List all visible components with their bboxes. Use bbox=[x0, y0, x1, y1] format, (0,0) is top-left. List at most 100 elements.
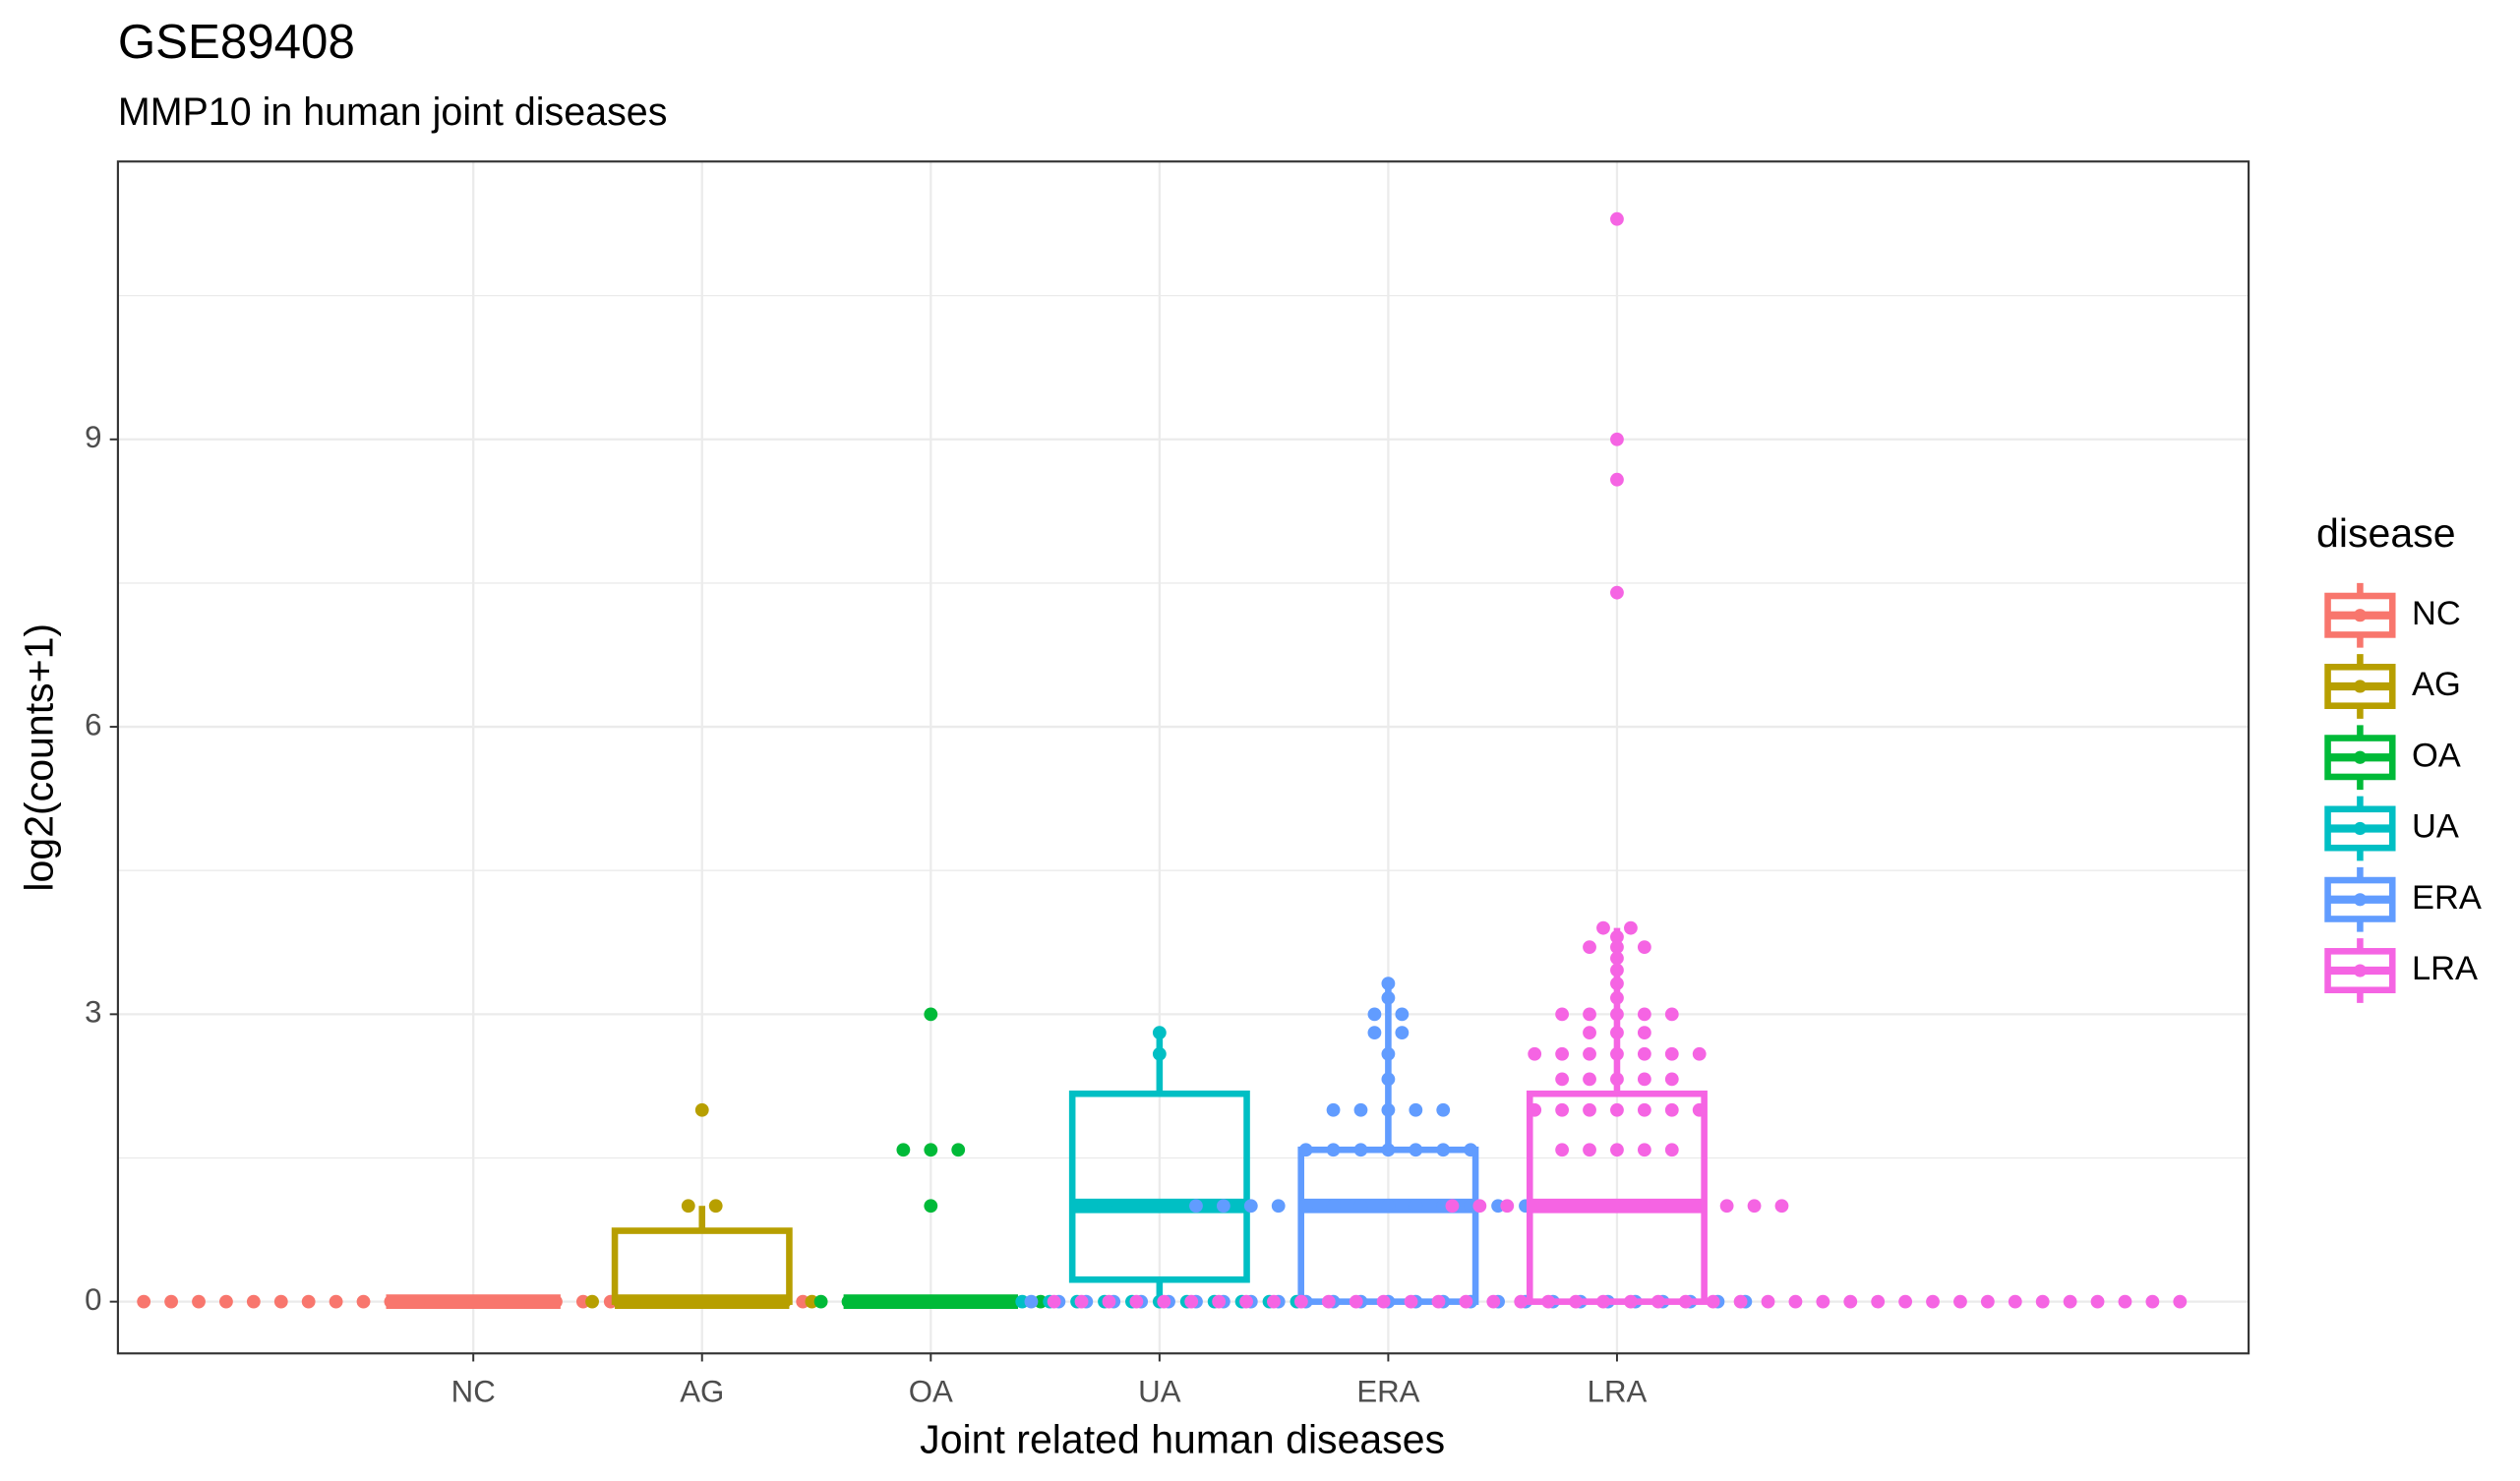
dot bbox=[1583, 1199, 1596, 1214]
dot bbox=[1459, 1294, 1473, 1309]
dot bbox=[1152, 1046, 1167, 1061]
dot bbox=[1486, 1294, 1501, 1309]
dot bbox=[2118, 1294, 2132, 1309]
dot bbox=[1583, 1007, 1596, 1022]
dot bbox=[301, 1294, 316, 1309]
x-axis-title: Joint related human diseases bbox=[920, 1416, 1445, 1461]
dot bbox=[1472, 1199, 1487, 1214]
dot bbox=[1381, 1072, 1396, 1087]
dot bbox=[1733, 1294, 1748, 1309]
dot bbox=[1298, 1199, 1313, 1214]
dot bbox=[1353, 1102, 1368, 1117]
dot bbox=[1514, 1294, 1529, 1309]
dot bbox=[1980, 1294, 1995, 1309]
dot bbox=[1816, 1294, 1830, 1309]
dot bbox=[1926, 1294, 1940, 1309]
dot bbox=[1788, 1294, 1803, 1309]
dot bbox=[1610, 977, 1624, 991]
dot bbox=[681, 1199, 695, 1214]
dot bbox=[1637, 1102, 1651, 1117]
dot bbox=[1596, 1294, 1610, 1309]
dot bbox=[841, 1294, 856, 1309]
x-tick-label: UA bbox=[1138, 1375, 1181, 1409]
dot bbox=[1637, 940, 1651, 955]
dot bbox=[1692, 1046, 1707, 1061]
dot bbox=[1953, 1294, 1967, 1309]
dot bbox=[137, 1294, 151, 1309]
dot bbox=[2063, 1294, 2077, 1309]
dot bbox=[1898, 1294, 1912, 1309]
dot bbox=[2035, 1294, 2050, 1309]
dot bbox=[1353, 1199, 1368, 1214]
dot bbox=[1637, 1007, 1651, 1022]
dot bbox=[813, 1294, 828, 1309]
dot bbox=[1610, 940, 1624, 955]
dot bbox=[1129, 1294, 1144, 1309]
legend-label: AG bbox=[2412, 666, 2461, 703]
dot bbox=[411, 1294, 426, 1309]
dot bbox=[1541, 1294, 1556, 1309]
dot bbox=[164, 1294, 178, 1309]
dot bbox=[1500, 1199, 1515, 1214]
dot bbox=[1409, 1199, 1423, 1214]
dot bbox=[1610, 1102, 1624, 1117]
dot bbox=[1610, 1199, 1624, 1214]
dot bbox=[1610, 963, 1624, 977]
x-tick-label: NC bbox=[451, 1375, 496, 1409]
dot bbox=[1555, 1199, 1570, 1214]
dot bbox=[466, 1294, 481, 1309]
dot bbox=[1610, 432, 1624, 446]
dot bbox=[1381, 977, 1396, 991]
y-tick-label: 3 bbox=[85, 995, 101, 1030]
y-tick-label: 9 bbox=[85, 420, 101, 454]
dot bbox=[1409, 1143, 1423, 1157]
dot bbox=[1761, 1294, 1775, 1309]
dot bbox=[1678, 1294, 1693, 1309]
dot bbox=[1239, 1294, 1253, 1309]
dot bbox=[439, 1294, 453, 1309]
dot bbox=[1084, 1199, 1098, 1214]
box-group bbox=[585, 1102, 819, 1310]
dot bbox=[1409, 1102, 1423, 1117]
box-group bbox=[1047, 211, 2188, 1309]
dot bbox=[1555, 1143, 1570, 1157]
box bbox=[1526, 1090, 1708, 1305]
dot bbox=[694, 1102, 709, 1117]
dot bbox=[924, 1007, 938, 1022]
dot bbox=[708, 1199, 723, 1214]
chart-title: GSE89408 bbox=[118, 15, 355, 69]
legend-label: ERA bbox=[2412, 879, 2482, 917]
dot bbox=[1692, 1102, 1707, 1117]
dot bbox=[192, 1294, 206, 1309]
dot bbox=[356, 1294, 371, 1309]
dot bbox=[1583, 1026, 1596, 1040]
legend-key-dot bbox=[2353, 821, 2367, 836]
dot bbox=[1431, 1294, 1446, 1309]
dot bbox=[549, 1294, 563, 1309]
dot bbox=[1212, 1294, 1227, 1309]
dot bbox=[1074, 1294, 1089, 1309]
dot bbox=[1353, 1143, 1368, 1157]
dot bbox=[1664, 1199, 1679, 1214]
dot bbox=[1610, 929, 1624, 944]
dot bbox=[585, 1294, 599, 1309]
axes: 0 3 6 9 NC AG OA UA ERA LRA bbox=[85, 420, 1647, 1409]
dot bbox=[1464, 1143, 1478, 1157]
dot bbox=[1189, 1199, 1203, 1214]
dot bbox=[1321, 1294, 1336, 1309]
dot bbox=[1747, 1199, 1762, 1214]
dot bbox=[613, 1294, 627, 1309]
dot bbox=[1583, 1102, 1596, 1117]
dot bbox=[1157, 1294, 1171, 1309]
legend-key-dot bbox=[2353, 680, 2367, 693]
dot bbox=[1664, 1102, 1679, 1117]
legend-key-dot bbox=[2353, 609, 2367, 622]
legend: NC AG OA UA ERA LRA bbox=[2324, 582, 2482, 1003]
dot bbox=[1664, 1046, 1679, 1061]
dot bbox=[1637, 1026, 1651, 1040]
dot bbox=[1152, 1026, 1167, 1040]
dot bbox=[1610, 472, 1624, 487]
dot bbox=[1555, 1102, 1570, 1117]
dot bbox=[494, 1294, 509, 1309]
dot bbox=[896, 1143, 911, 1157]
